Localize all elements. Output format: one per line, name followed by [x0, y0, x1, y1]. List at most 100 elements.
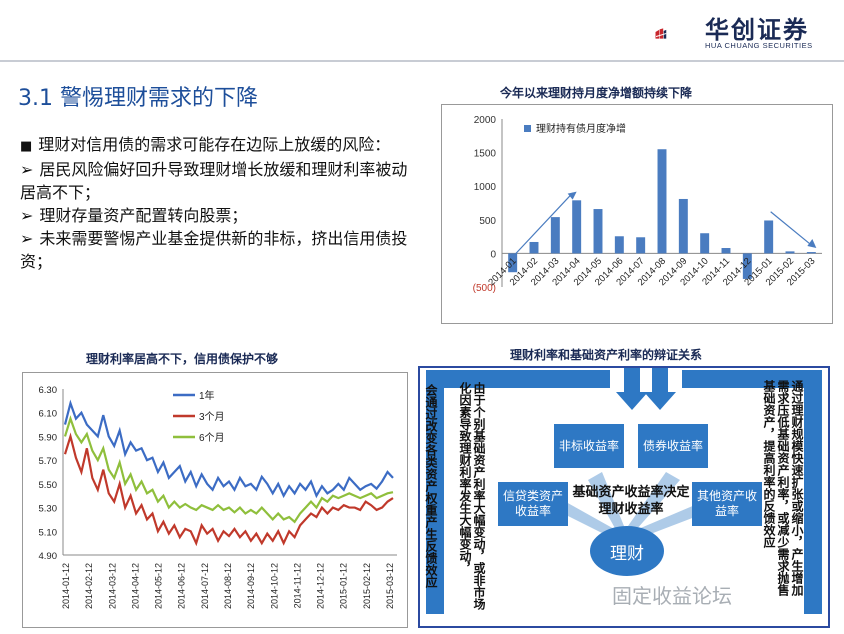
bar	[721, 248, 731, 254]
x-tick-label: 2014-02-12	[84, 563, 94, 609]
x-tick-label: 2015-03-12	[385, 563, 395, 609]
bar	[742, 253, 752, 279]
x-tick-label: 2014-03-12	[107, 563, 117, 609]
line-chart-title: 理财利率居高不下，信用债保护不够	[86, 352, 279, 366]
company-logo-icon	[655, 28, 667, 39]
diagram-arrows	[426, 368, 822, 614]
line-chart: 4.90 5.10 5.30 5.50 5.70 5.90 6.10 6.30 2014-01-…	[39, 385, 397, 609]
trend-arrow-icon	[514, 192, 574, 256]
arrow-head-icon	[807, 239, 817, 249]
y-tick-label: (500)	[473, 283, 496, 294]
bond-yield-box: 债券收益率	[638, 424, 708, 468]
bar	[700, 233, 710, 254]
bullet-item: ➢ 未来需要警惕产业基金提供新的非标，挤出信用债投资；	[20, 227, 420, 273]
y-tick-label: 1000	[474, 182, 497, 193]
y-tick-label: 500	[479, 216, 496, 227]
fan-arrow-icon	[588, 472, 624, 530]
x-tick-label: 2015-02-12	[362, 563, 372, 609]
y-tick-label: 5.10	[39, 527, 58, 538]
down-arrow-icon	[616, 368, 648, 410]
y-tick-label: 6.30	[39, 385, 58, 396]
x-tick-label: 2014-12-12	[316, 563, 326, 609]
x-tick-label: 2014-08-12	[223, 563, 233, 609]
bullet-item: ➢ 理财存量资产配置转向股票；	[20, 204, 420, 227]
bar	[614, 236, 624, 254]
right-bracket-arrow-icon	[682, 370, 822, 614]
down-arrow-icon	[644, 368, 676, 410]
logo-subtext: HUA CHUANG SECURITIES	[705, 41, 813, 50]
nonstandard-yield-box: 非标收益率	[554, 424, 624, 468]
x-tick-label: 2014-04-12	[130, 563, 140, 609]
center-text: 基础资产收益率决定理财收益率	[572, 485, 690, 517]
header-divider	[0, 60, 844, 62]
trend-arrow-icon	[770, 211, 814, 248]
bullet-text: 理财对信用债的需求可能存在边际上放缓的风险：	[38, 135, 391, 154]
y-tick-label: 0	[490, 249, 496, 260]
bullet-text: 居民风险偏好回升导致理财增长放缓和理财利率被动居高不下；	[20, 160, 408, 202]
bar-chart: (500)05001000150020002014-012014-022014-…	[473, 115, 822, 294]
wealth-management-circle: 理财	[590, 526, 664, 576]
diagram-right-text: 通过理财规模快速扩张或缩小，产生增加需求压低基础资产利率，或减少需求抛售基础资产…	[762, 380, 804, 596]
other-asset-yield-box: 其他资产收益率	[692, 482, 762, 526]
fan-arrow-icon	[560, 502, 616, 538]
bar	[593, 209, 603, 254]
bar-chart-title: 今年以来理财持月度净增额持续下降	[500, 86, 693, 100]
y-tick-label: 1500	[474, 149, 497, 160]
x-tick-label: 2014-01-12	[61, 563, 71, 609]
bullet-text: 未来需要警惕产业基金提供新的非标，挤出信用债投资；	[20, 229, 408, 271]
bar	[785, 251, 795, 254]
logo-text: 华创证券	[705, 16, 809, 44]
legend-label: 理财持有债月度净增	[536, 122, 626, 135]
diagram-box: 会通过改变各类资产权重产生反馈效应 由于个别基础资产利率大幅变动，或非市场化因素…	[418, 366, 830, 628]
bar-chart-frame: (500) 0 500 1000 1500 2000 2014-01 2014-02 2014-…	[441, 104, 833, 324]
bar	[764, 220, 774, 254]
bullet-text: 理财存量资产配置转向股票；	[39, 206, 248, 225]
legend-label: 1年	[199, 389, 215, 402]
arrow-bullet-icon: ➢	[20, 229, 34, 248]
x-tick-label: 2014-05-12	[154, 563, 164, 609]
watermark: 固定收益论坛	[612, 584, 732, 608]
y-tick-label: 5.90	[39, 432, 58, 443]
y-tick-label: 6.10	[39, 409, 58, 420]
bar	[508, 253, 518, 273]
bar	[529, 241, 539, 254]
diagram-title: 理财利率和基础资产利率的辩证关系	[510, 348, 703, 362]
series-line	[63, 432, 394, 547]
arrow-head-icon	[567, 191, 577, 200]
x-tick-label: 2014-07-12	[200, 563, 210, 609]
diagram-left-text-1: 会通过改变各类资产权重产生反馈效应	[424, 384, 438, 588]
bar	[636, 237, 646, 254]
bar	[572, 200, 582, 254]
bar	[806, 252, 816, 254]
y-tick-label: 5.70	[39, 456, 58, 467]
y-tick-label: 5.50	[39, 480, 58, 491]
bullet-item: ➢ 居民风险偏好回升导致理财增长放缓和理财利率被动居高不下；	[20, 158, 420, 204]
diagram-left-text-2: 由于个别基础资产利率大幅变动，或非市场化因素导致理财利率发生大幅变动，	[458, 382, 486, 610]
arrow-bullet-icon: ➢	[20, 160, 34, 179]
fan-arrow-icon	[636, 502, 708, 538]
bullet-item: ■ 理财对信用债的需求可能存在边际上放缓的风险：	[20, 133, 420, 158]
y-tick-label: 4.90	[39, 551, 58, 562]
y-tick-label: 2000	[474, 115, 497, 126]
bar	[550, 217, 560, 254]
legend-label: 6个月	[199, 432, 225, 444]
bar	[678, 198, 688, 254]
series-line	[63, 415, 394, 524]
bar	[657, 149, 667, 254]
arrow-bullet-icon: ➢	[20, 206, 34, 225]
x-tick-label: 2014-09-12	[246, 563, 256, 609]
x-tick-label: 2014-10-12	[269, 563, 279, 609]
x-tick-label: 2014-11-12	[292, 563, 302, 608]
series-line	[63, 399, 394, 499]
line-chart-frame: 4.90 5.10 5.30 5.50 5.70 5.90 6.10 6.30 2014-01-…	[22, 372, 408, 628]
legend-label: 3个月	[199, 411, 225, 423]
fan-arrow-icon	[628, 472, 680, 530]
slide-title: 3.1 警惕理财需求的下降	[18, 86, 258, 111]
square-bullet-icon: ■	[20, 139, 33, 154]
legend-swatch	[524, 125, 531, 132]
x-tick-label: 2015-01-12	[339, 563, 349, 609]
loan-yield-box: 信贷类资产收益率	[498, 482, 568, 526]
y-tick-label: 5.30	[39, 504, 58, 515]
bullet-list: ■ 理财对信用债的需求可能存在边际上放缓的风险： ➢ 居民风险偏好回升导致理财增长放…	[20, 133, 420, 273]
